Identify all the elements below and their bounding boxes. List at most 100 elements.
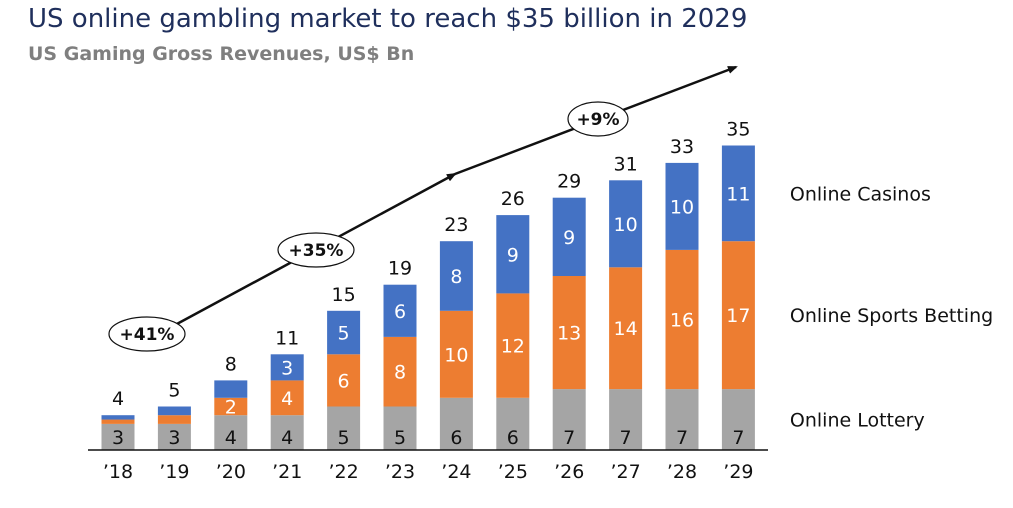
annotation-bubble-1 [108, 316, 186, 352]
bar-online-lottery-5 [327, 406, 361, 450]
bar-online-casinos-7 [439, 241, 473, 311]
bar-online-casinos-3 [214, 380, 248, 398]
bar-online-lottery-1 [101, 423, 135, 450]
data-label-online-sports-betting-12: 17 [726, 305, 750, 327]
bar-online-casinos-5 [327, 310, 361, 355]
x-tick-label-1: ’18 [103, 461, 133, 483]
total-label-9: 29 [557, 171, 581, 193]
data-label-online-lottery-9: 7 [563, 427, 575, 449]
data-label-online-lottery-10: 7 [620, 427, 632, 449]
bar-online-lottery-4 [270, 415, 304, 450]
bar-online-sports-betting-10 [609, 267, 643, 390]
bar-online-casinos-1 [101, 415, 135, 420]
bar-online-casinos-8 [496, 215, 530, 294]
bar-online-lottery-7 [439, 397, 473, 450]
data-label-online-casinos-12: 11 [726, 183, 750, 205]
data-label-online-casinos-7: 8 [450, 266, 462, 288]
bar-online-sports-betting-8 [496, 293, 530, 398]
bar-online-casinos-9 [552, 197, 586, 276]
data-label-online-sports-betting-11: 16 [670, 310, 694, 332]
data-label-online-sports-betting-7: 10 [444, 344, 468, 366]
bar-online-casinos-11 [665, 162, 699, 250]
data-label-online-casinos-11: 10 [670, 196, 694, 218]
data-label-online-lottery-11: 7 [676, 427, 688, 449]
data-label-online-lottery-6: 5 [394, 427, 406, 449]
annotation-label-3: +9% [576, 110, 619, 130]
data-label-online-sports-betting-8: 12 [501, 336, 525, 358]
data-label-online-sports-betting-4: 4 [281, 388, 293, 410]
bar-online-casinos-12 [721, 145, 755, 242]
data-label-online-casinos-8: 9 [507, 244, 519, 266]
total-label-10: 31 [614, 153, 638, 175]
bar-online-sports-betting-12 [721, 241, 755, 390]
data-label-online-casinos-5: 5 [338, 323, 350, 345]
x-tick-label-4: ’21 [272, 461, 302, 483]
data-label-online-lottery-2: 3 [168, 427, 180, 449]
x-tick-label-2: ’19 [159, 461, 189, 483]
annotation-label-1: +41% [120, 325, 175, 345]
total-label-4: 11 [275, 327, 299, 349]
bar-online-lottery-2 [157, 423, 191, 450]
bar-online-sports-betting-4 [270, 380, 304, 416]
data-label-online-sports-betting-10: 14 [614, 318, 638, 340]
bar-online-casinos-2 [157, 406, 191, 416]
bar-online-lottery-11 [665, 389, 699, 450]
data-label-online-sports-betting-3: 2 [225, 397, 237, 419]
data-label-online-lottery-8: 6 [507, 427, 519, 449]
bar-online-sports-betting-5 [327, 354, 361, 407]
total-label-3: 8 [225, 353, 237, 375]
annotation-bubble-3 [567, 101, 629, 137]
bar-online-sports-betting-2 [157, 415, 191, 424]
bar-online-sports-betting-11 [665, 249, 699, 390]
bar-online-sports-betting-6 [383, 336, 417, 407]
total-label-2: 5 [168, 380, 180, 402]
bar-online-sports-betting-9 [552, 276, 586, 390]
data-label-online-lottery-12: 7 [732, 427, 744, 449]
bar-online-lottery-8 [496, 397, 530, 450]
data-label-online-lottery-7: 6 [450, 427, 462, 449]
total-label-11: 33 [670, 136, 694, 158]
annotation-bubble-2 [277, 232, 355, 268]
bar-online-lottery-6 [383, 406, 417, 450]
x-tick-label-5: ’22 [328, 461, 358, 483]
total-label-8: 26 [501, 188, 525, 210]
bar-online-lottery-3 [214, 415, 248, 450]
total-label-5: 15 [332, 284, 356, 306]
bar-online-casinos-4 [270, 354, 304, 381]
legend-label-online-casinos: Online Casinos [790, 183, 931, 205]
x-tick-label-9: ’26 [554, 461, 584, 483]
x-tick-label-7: ’24 [441, 461, 471, 483]
bar-online-casinos-6 [383, 284, 417, 337]
data-label-online-casinos-4: 3 [281, 357, 293, 379]
chart-title: US online gambling market to reach $35 b… [28, 4, 748, 34]
x-tick-label-10: ’27 [610, 461, 640, 483]
bar-online-casinos-10 [609, 180, 643, 268]
data-label-online-sports-betting-9: 13 [557, 323, 581, 345]
total-label-12: 35 [726, 119, 750, 141]
bar-online-lottery-9 [552, 389, 586, 450]
data-label-online-sports-betting-5: 6 [338, 370, 350, 392]
bar-online-lottery-10 [609, 389, 643, 450]
bar-online-sports-betting-7 [439, 310, 473, 398]
annotation-label-2: +35% [289, 241, 344, 261]
legend-label-online-lottery: Online Lottery [790, 410, 925, 432]
bar-online-sports-betting-3 [214, 397, 248, 416]
data-label-online-casinos-9: 9 [563, 227, 575, 249]
bar-online-lottery-12 [721, 389, 755, 450]
total-label-6: 19 [388, 258, 412, 280]
x-tick-label-3: ’20 [216, 461, 246, 483]
chart-subtitle: US Gaming Gross Revenues, US$ Bn [28, 43, 415, 65]
x-tick-label-12: ’29 [723, 461, 753, 483]
data-label-online-lottery-5: 5 [338, 427, 350, 449]
data-label-online-casinos-10: 10 [614, 214, 638, 236]
data-label-online-lottery-1: 3 [112, 427, 124, 449]
legend-label-online-sports-betting: Online Sports Betting [790, 305, 993, 327]
data-label-online-lottery-3: 4 [225, 427, 237, 449]
data-label-online-lottery-4: 4 [281, 427, 293, 449]
total-label-7: 23 [444, 214, 468, 236]
data-label-online-casinos-6: 6 [394, 301, 406, 323]
data-label-online-sports-betting-6: 8 [394, 362, 406, 384]
x-tick-label-8: ’25 [498, 461, 528, 483]
x-tick-label-6: ’23 [385, 461, 415, 483]
